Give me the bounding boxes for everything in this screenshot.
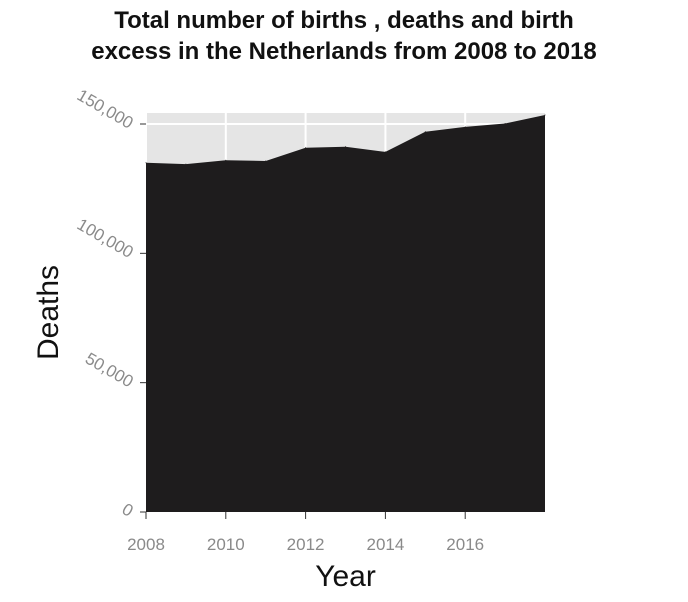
- data-point-2010: [225, 159, 227, 161]
- axes: [140, 114, 546, 519]
- x-tick-label-4: 2016: [446, 535, 484, 554]
- chart-title-line-2: excess in the Netherlands from 2008 to 2…: [91, 38, 597, 65]
- x-tick-label-2: 2012: [287, 535, 325, 554]
- x-tick-label-1: 2010: [207, 535, 245, 554]
- chart-title-line-1: Total number of births , deaths and birt…: [114, 7, 574, 34]
- x-axis-label: Year: [315, 560, 376, 593]
- y-tick-label-2: 100,000: [74, 215, 137, 262]
- data-point-2013: [345, 146, 346, 148]
- y-axis-label: Deaths: [32, 265, 65, 360]
- x-tick-label-0: 2008: [127, 535, 165, 554]
- data-point-2014: [384, 151, 386, 153]
- y-tick-label-1: 50,000: [82, 349, 137, 391]
- data-point-2018: [544, 114, 546, 116]
- data-point-2011: [265, 160, 267, 162]
- data-point-2012: [305, 147, 307, 149]
- data-point-2017: [504, 122, 506, 124]
- data-point-2009: [185, 163, 187, 165]
- y-tick-label-3: 150,000: [74, 85, 137, 132]
- deaths-area: [146, 114, 545, 513]
- data-point-2016: [464, 126, 466, 128]
- data-point-2015: [424, 131, 426, 133]
- y-tick-label-0: 0: [119, 499, 137, 520]
- x-tick-label-3: 2014: [366, 535, 404, 554]
- data-point-2008: [145, 162, 147, 164]
